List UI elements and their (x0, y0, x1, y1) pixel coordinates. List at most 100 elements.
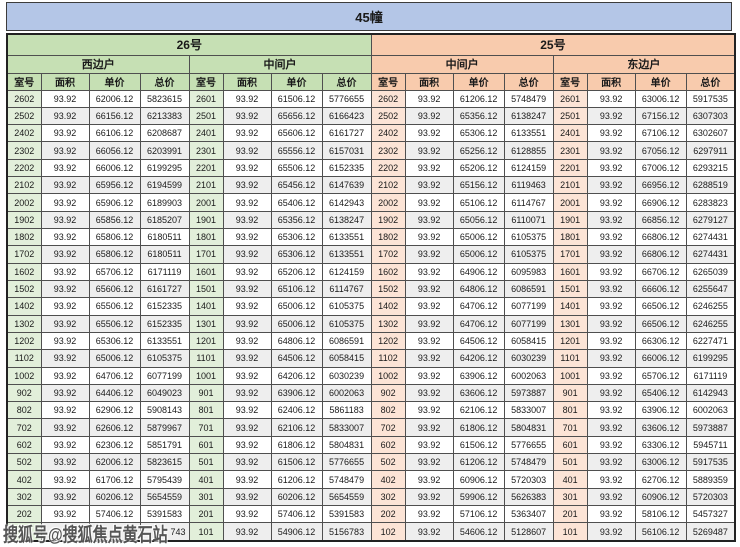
unit-price-cell: 65506.12 (88, 314, 141, 333)
total-price-cell: 5776655 (503, 435, 554, 455)
room-cell: 2202 (370, 158, 406, 178)
unit-price-cell: 60206.12 (88, 487, 141, 507)
total-price-cell: 6147639 (321, 176, 372, 195)
room-cell: 2302 (370, 141, 406, 160)
total-price-cell: 6002063 (685, 401, 736, 420)
room-cell: 902 (370, 383, 406, 403)
total-price-cell: 6138247 (503, 106, 554, 126)
table-row: 502 93.92 62006.12 5823615 501 93.92 61506.12 5… (6, 453, 736, 472)
unit-price-cell: 61206.12 (452, 453, 505, 472)
total-price-cell: 6199295 (685, 349, 736, 368)
col-header-area: 面积 (586, 72, 636, 91)
unit-price-cell: 59906.12 (452, 487, 505, 507)
unit-price-cell: 63906.12 (270, 383, 323, 403)
total-price-cell: 5917535 (685, 89, 736, 108)
total-price-cell: 5654559 (139, 487, 190, 507)
total-price-cell: 5363407 (503, 504, 554, 524)
total-price-cell: 6246255 (685, 297, 736, 316)
total-price-cell: 6189903 (139, 193, 190, 212)
page-title: 45幢 (6, 2, 732, 31)
unit-price-cell: 66856.12 (634, 210, 687, 230)
total-price-cell: 6297911 (685, 141, 736, 160)
total-price-cell: 6166423 (321, 106, 372, 126)
total-price-cell: 6203991 (139, 141, 190, 160)
unit-price-cell: 64206.12 (270, 366, 323, 385)
total-price-cell: 6002063 (321, 383, 372, 403)
total-price-cell: 6086591 (321, 331, 372, 351)
total-price-cell: 5128607 (503, 522, 554, 542)
unit-price-cell: 63006.12 (634, 453, 687, 472)
area-cell: 93.92 (222, 401, 272, 420)
room-cell: 801 (552, 401, 588, 420)
room-cell: 2301 (552, 141, 588, 160)
room-cell: 1302 (370, 314, 406, 333)
total-price-cell: 5973887 (685, 418, 736, 437)
total-price-cell: 6142943 (685, 383, 736, 403)
area-cell: 93.92 (404, 176, 454, 195)
unit-price-cell: 64506.12 (270, 349, 323, 368)
area-cell: 93.92 (222, 487, 272, 507)
area-cell: 93.92 (40, 279, 90, 299)
total-price-cell: 6302607 (685, 124, 736, 143)
area-cell: 93.92 (586, 453, 636, 472)
area-cell: 93.92 (222, 418, 272, 437)
total-price-cell: 6030239 (321, 366, 372, 385)
room-cell: 1901 (552, 210, 588, 230)
area-cell: 93.92 (222, 106, 272, 126)
unit-price-cell: 61506.12 (270, 453, 323, 472)
total-price-cell: 6265039 (685, 262, 736, 281)
area-cell (40, 522, 90, 542)
unit-price-cell: 64906.12 (452, 262, 505, 281)
room-cell: 1501 (188, 279, 224, 299)
building-header-row: 26号 25号 (6, 33, 736, 56)
area-cell: 93.92 (222, 331, 272, 351)
area-cell: 93.92 (222, 435, 272, 455)
total-price-cell: 6208687 (139, 124, 190, 143)
room-cell: 1201 (188, 331, 224, 351)
room-cell: 2002 (6, 193, 42, 212)
room-cell: 1402 (6, 297, 42, 316)
area-cell: 93.92 (222, 89, 272, 108)
room-cell: 1002 (370, 366, 406, 385)
unit-price-cell: 62306.12 (88, 435, 141, 455)
room-cell: 602 (6, 435, 42, 455)
table-row: 2302 93.92 66056.12 6203991 2301 93.92 65556.1… (6, 141, 736, 160)
table-row: 1002 93.92 64706.12 6077199 1001 93.92 64206.1… (6, 366, 736, 385)
unit-price-cell: 65706.12 (88, 262, 141, 281)
total-price-cell: 5861183 (321, 401, 372, 420)
unit-price-cell: 57106.12 (452, 504, 505, 524)
room-cell: 1601 (188, 262, 224, 281)
total-price-cell: 5626383 (503, 487, 554, 507)
area-cell: 93.92 (222, 158, 272, 178)
unit-price-cell: 65306.12 (270, 245, 323, 264)
total-price-cell: 5879967 (139, 418, 190, 437)
total-price-cell: 6133551 (321, 227, 372, 247)
area-cell: 93.92 (40, 504, 90, 524)
area-cell: 93.92 (586, 193, 636, 212)
unit-price-cell: 65206.12 (452, 158, 505, 178)
area-cell: 93.92 (40, 470, 90, 489)
unit-type-west: 西边户 (6, 54, 190, 74)
area-cell: 93.92 (40, 176, 90, 195)
total-price-cell: 6213383 (139, 106, 190, 126)
area-cell: 93.92 (586, 227, 636, 247)
col-header-room: 室号 (370, 72, 406, 91)
total-price-cell: 743 (139, 522, 190, 542)
area-cell: 93.92 (222, 141, 272, 160)
unit-price-cell: 62906.12 (88, 401, 141, 420)
unit-price-cell: 66506.12 (634, 314, 687, 333)
total-price-cell: 5908143 (139, 401, 190, 420)
room-cell: 302 (6, 487, 42, 507)
unit-price-cell: 62406.12 (270, 401, 323, 420)
room-cell: 602 (370, 435, 406, 455)
col-header-unit-price: 单价 (88, 72, 141, 91)
unit-price-cell: 65006.12 (88, 349, 141, 368)
area-cell: 93.92 (40, 227, 90, 247)
col-header-room: 室号 (6, 72, 42, 91)
total-price-cell: 5945711 (685, 435, 736, 455)
unit-price-cell: 64706.12 (452, 314, 505, 333)
col-header-area: 面积 (404, 72, 454, 91)
area-cell: 93.92 (40, 141, 90, 160)
room-cell: 401 (552, 470, 588, 489)
unit-price-cell: 65856.12 (88, 210, 141, 230)
